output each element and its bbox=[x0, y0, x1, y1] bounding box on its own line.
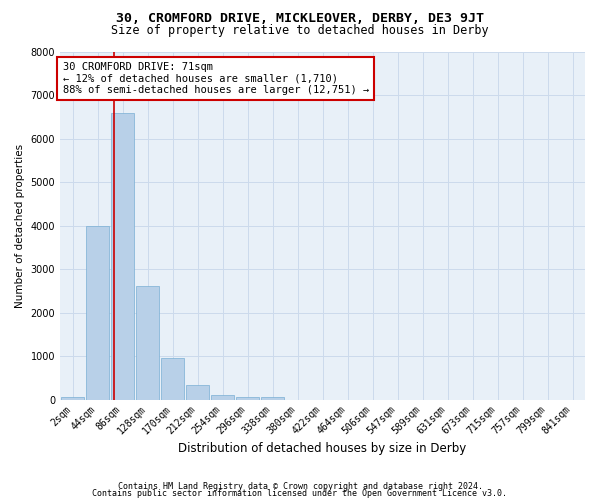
Bar bbox=[186, 385, 209, 400]
Text: 30, CROMFORD DRIVE, MICKLEOVER, DERBY, DE3 9JT: 30, CROMFORD DRIVE, MICKLEOVER, DERBY, D… bbox=[116, 12, 484, 26]
Y-axis label: Number of detached properties: Number of detached properties bbox=[15, 144, 25, 308]
Text: 30 CROMFORD DRIVE: 71sqm
← 12% of detached houses are smaller (1,710)
88% of sem: 30 CROMFORD DRIVE: 71sqm ← 12% of detach… bbox=[62, 62, 369, 95]
Bar bbox=[86, 226, 109, 400]
X-axis label: Distribution of detached houses by size in Derby: Distribution of detached houses by size … bbox=[178, 442, 467, 455]
Bar bbox=[111, 114, 134, 400]
Bar bbox=[236, 396, 259, 400]
Bar bbox=[61, 398, 84, 400]
Text: Contains HM Land Registry data © Crown copyright and database right 2024.: Contains HM Land Registry data © Crown c… bbox=[118, 482, 482, 491]
Bar bbox=[261, 398, 284, 400]
Text: Contains public sector information licensed under the Open Government Licence v3: Contains public sector information licen… bbox=[92, 489, 508, 498]
Bar bbox=[161, 358, 184, 400]
Bar bbox=[136, 286, 159, 400]
Text: Size of property relative to detached houses in Derby: Size of property relative to detached ho… bbox=[111, 24, 489, 37]
Bar bbox=[211, 395, 234, 400]
